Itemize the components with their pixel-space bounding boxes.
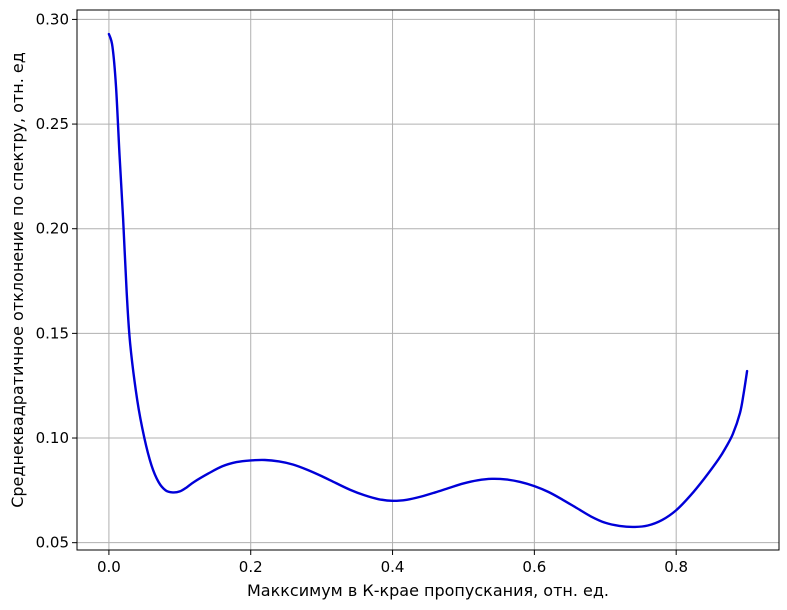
x-tick-label: 0.0 — [97, 558, 121, 576]
y-tick-label: 0.20 — [36, 220, 69, 238]
y-tick-label: 0.30 — [36, 10, 69, 28]
x-tick-label: 0.6 — [522, 558, 546, 576]
plot-frame — [76, 9, 780, 551]
series-line — [107, 32, 749, 529]
x-axis-label: Макксимум в К-крае пропускания, отн. ед. — [247, 581, 609, 600]
y-tick-label: 0.25 — [36, 115, 69, 133]
y-ticks: 0.05 0.10 0.15 0.20 0.25 0.30 — [36, 10, 77, 552]
grid — [77, 10, 779, 550]
y-tick-label: 0.10 — [36, 429, 69, 447]
x-tick-label: 0.4 — [381, 558, 405, 576]
y-tick-label: 0.15 — [36, 324, 69, 342]
x-ticks: 0.0 0.2 0.4 0.6 0.8 — [97, 550, 688, 576]
x-tick-label: 0.8 — [664, 558, 688, 576]
series — [107, 32, 749, 529]
x-tick-label: 0.2 — [239, 558, 263, 576]
y-tick-label: 0.05 — [36, 534, 69, 552]
y-axis-label: Среднеквадратичное отклонение по спектру… — [8, 52, 27, 508]
